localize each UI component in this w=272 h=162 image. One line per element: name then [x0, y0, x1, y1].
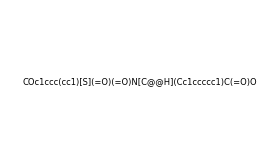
Text: COc1ccc(cc1)[S](=O)(=O)N[C@@H](Cc1ccccc1)C(=O)O: COc1ccc(cc1)[S](=O)(=O)N[C@@H](Cc1ccccc1…: [22, 77, 257, 86]
